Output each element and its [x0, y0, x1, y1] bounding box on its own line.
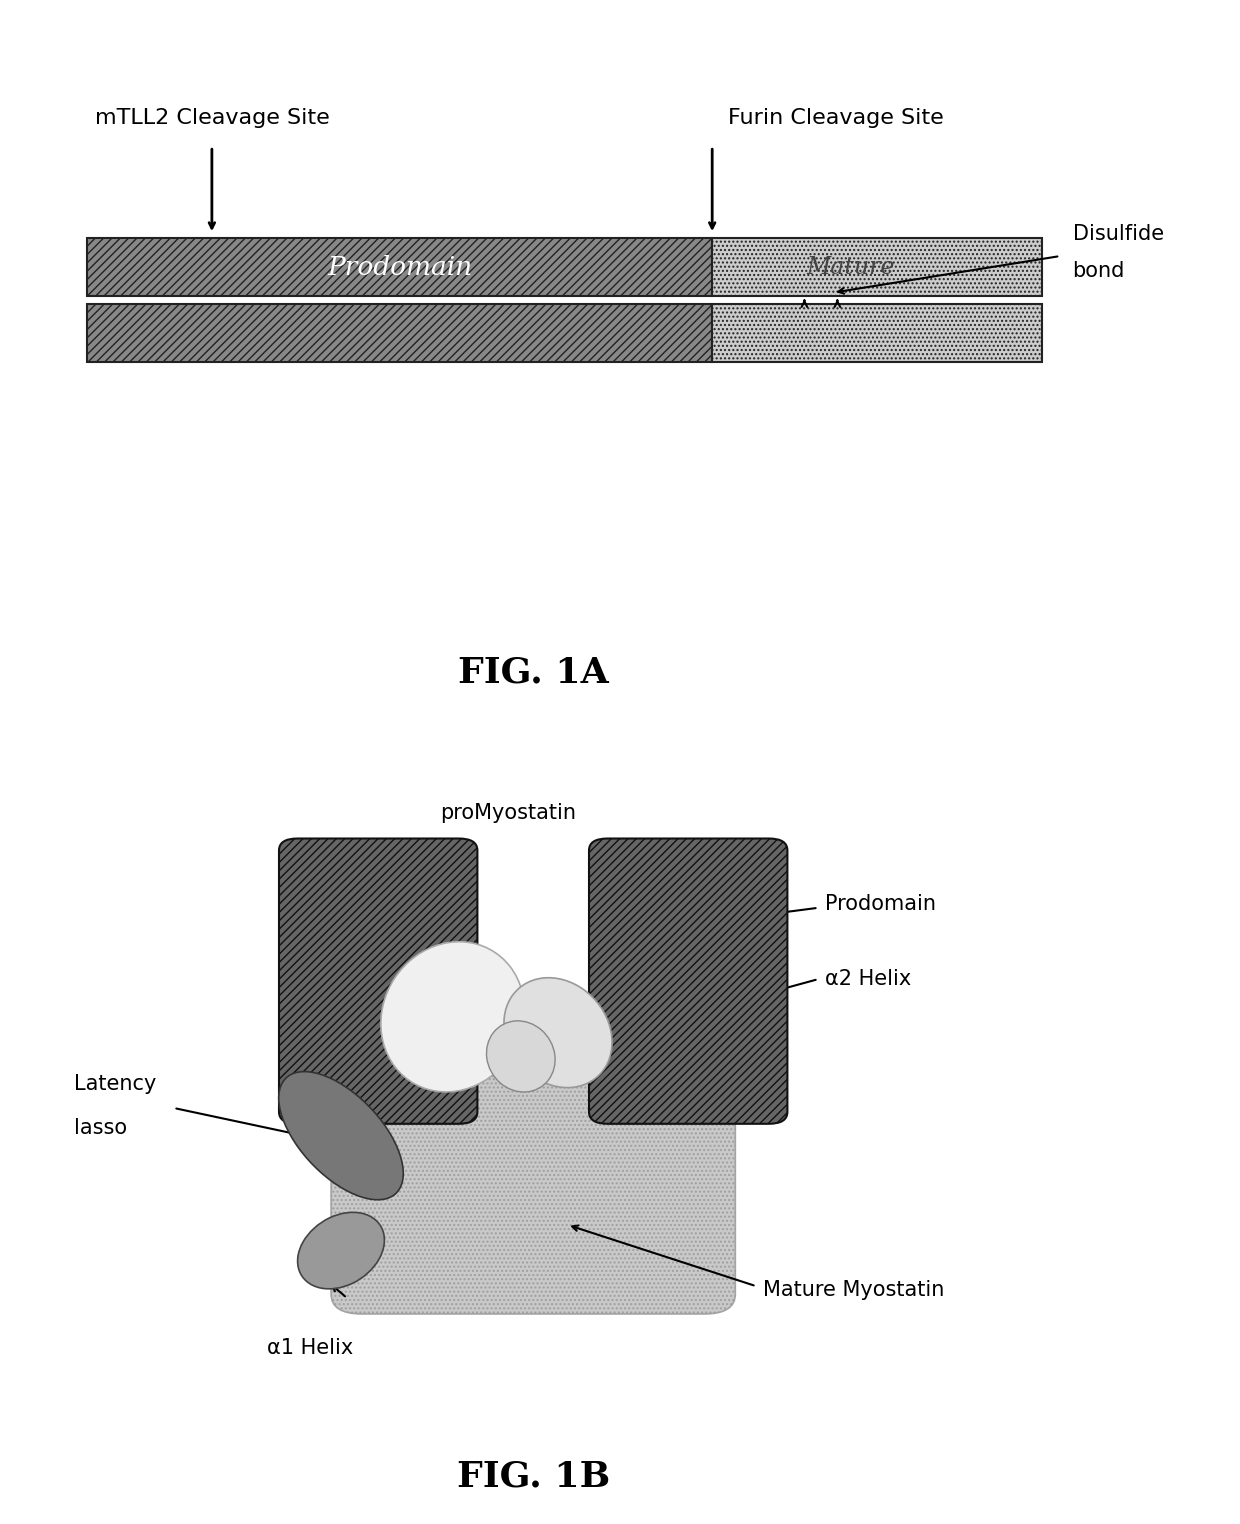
Text: FIG. 1B: FIG. 1B	[456, 1460, 610, 1494]
FancyBboxPatch shape	[331, 1076, 735, 1314]
Ellipse shape	[381, 942, 525, 1091]
Ellipse shape	[503, 978, 613, 1088]
Bar	[712, 238, 1042, 296]
Text: proMyostatin: proMyostatin	[440, 803, 577, 823]
Text: Disulfide: Disulfide	[1073, 224, 1163, 244]
Text: Furin Cleavage Site: Furin Cleavage Site	[728, 108, 944, 128]
Ellipse shape	[279, 1071, 403, 1199]
Ellipse shape	[298, 1212, 384, 1289]
Bar	[87, 303, 712, 363]
Text: bond: bond	[1073, 261, 1125, 280]
FancyBboxPatch shape	[589, 838, 787, 1123]
Bar	[87, 238, 712, 296]
Text: Mature Myostatin: Mature Myostatin	[763, 1280, 944, 1300]
Text: Latency: Latency	[74, 1074, 156, 1094]
Text: lasso: lasso	[74, 1117, 128, 1138]
Ellipse shape	[486, 1021, 556, 1093]
Bar	[712, 303, 1042, 363]
Text: α1 Helix: α1 Helix	[267, 1338, 353, 1358]
Text: FIG. 1A: FIG. 1A	[458, 655, 609, 690]
Text: Prodomain: Prodomain	[327, 255, 472, 279]
FancyBboxPatch shape	[279, 838, 477, 1123]
Text: Prodomain: Prodomain	[825, 893, 936, 914]
Text: Mature: Mature	[806, 256, 895, 279]
Text: mTLL2 Cleavage Site: mTLL2 Cleavage Site	[94, 108, 330, 128]
Text: α2 Helix: α2 Helix	[825, 969, 911, 989]
